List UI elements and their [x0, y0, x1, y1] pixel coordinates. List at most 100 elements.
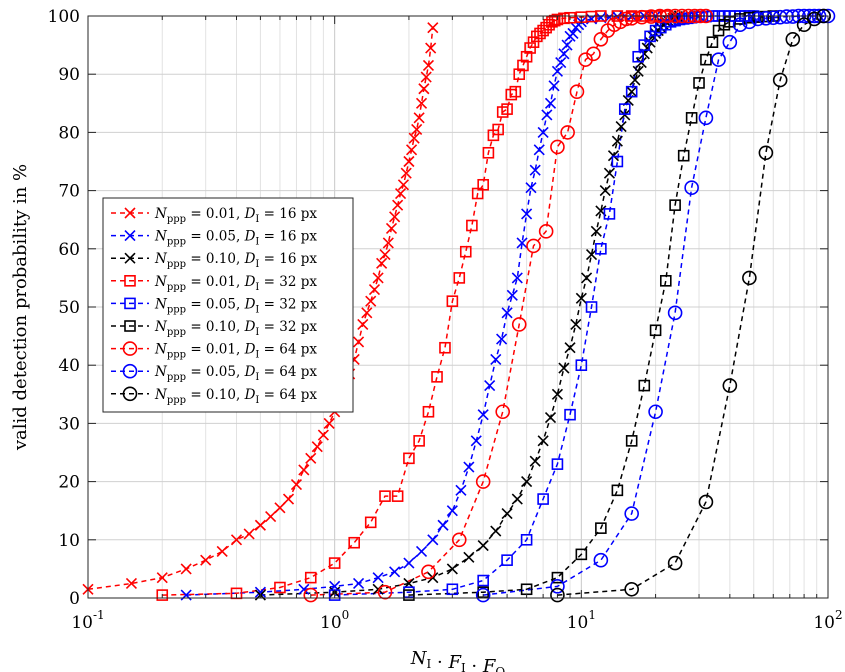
- marker-stroke: [379, 249, 391, 261]
- marker-stroke: [365, 295, 377, 307]
- data-point: [243, 528, 255, 540]
- marker-stroke: [427, 534, 439, 546]
- data-point: [382, 237, 394, 249]
- marker-stroke: [124, 207, 136, 219]
- marker-stroke: [357, 318, 369, 331]
- data-point: [420, 71, 432, 83]
- marker-stroke: [463, 461, 475, 473]
- legend-marker: [124, 320, 136, 332]
- data-point: [496, 333, 508, 345]
- y-tick-label: 20: [58, 473, 80, 493]
- data-point: [624, 581, 639, 597]
- marker-stroke: [446, 505, 458, 517]
- data-point: [403, 557, 415, 569]
- data-point: [550, 139, 565, 155]
- data-point: [413, 112, 425, 124]
- data-point: [156, 572, 168, 584]
- data-point: [511, 272, 523, 284]
- data-point: [551, 388, 563, 400]
- marker-stroke: [635, 56, 647, 69]
- data-point: [311, 441, 323, 453]
- marker-stroke: [599, 185, 611, 197]
- marker-stroke: [470, 435, 482, 447]
- marker-stroke: [298, 583, 310, 595]
- marker-stroke: [372, 272, 384, 284]
- data-point: [750, 11, 766, 27]
- marker-stroke: [420, 71, 432, 83]
- legend-entry: Nppp = 0.01, DI = 32 px: [154, 274, 317, 293]
- data-point: [372, 572, 384, 584]
- data-point: [526, 238, 541, 254]
- data-point: [422, 405, 435, 418]
- x-tick-label: 10-1: [71, 608, 104, 633]
- data-point: [389, 566, 401, 578]
- data-point: [521, 476, 533, 488]
- marker-stroke: [382, 237, 394, 249]
- data-point: [395, 187, 407, 200]
- data-point: [593, 552, 609, 568]
- marker-stroke: [254, 519, 266, 531]
- data-point: [607, 150, 620, 162]
- x-tick-labels: 10-1 100 101 102: [71, 608, 842, 633]
- marker-stroke: [311, 441, 323, 453]
- legend-entry: Nppp = 0.10, DI = 16 px: [154, 251, 317, 270]
- marker-stroke: [156, 572, 168, 584]
- marker-stroke: [230, 534, 243, 546]
- data-point: [415, 97, 428, 109]
- data-point: [427, 22, 439, 34]
- data-point: [413, 435, 425, 447]
- marker-stroke: [361, 307, 373, 319]
- data-point: [463, 461, 475, 473]
- data-point: [533, 144, 545, 156]
- data-point: [544, 412, 557, 424]
- data-point: [427, 534, 439, 546]
- series-line: [162, 15, 666, 596]
- data-point: [517, 59, 529, 72]
- marker-stroke: [558, 48, 570, 60]
- data-point: [492, 123, 504, 136]
- data-point: [551, 13, 564, 26]
- marker-stroke: [477, 540, 489, 552]
- marker-stroke: [397, 179, 409, 191]
- x-tick-label: 100: [320, 608, 349, 633]
- data-point: [629, 74, 641, 86]
- data-point: [541, 109, 553, 121]
- marker-stroke: [490, 525, 502, 537]
- data-point: [538, 224, 554, 239]
- data-point: [529, 164, 541, 176]
- marker-stroke: [418, 83, 430, 95]
- marker-stroke: [411, 123, 423, 136]
- marker-stroke: [254, 586, 266, 598]
- data-point: [575, 292, 587, 304]
- data-point: [303, 587, 319, 603]
- marker-stroke: [555, 56, 567, 69]
- marker-stroke: [290, 478, 303, 491]
- data-point: [648, 404, 663, 420]
- data-point: [698, 494, 714, 510]
- data-point: [377, 584, 393, 600]
- data-point: [511, 493, 523, 505]
- data-point: [216, 545, 228, 558]
- data-point: [501, 103, 513, 115]
- data-point: [603, 208, 616, 220]
- marker-stroke: [558, 362, 570, 374]
- marker-stroke: [323, 417, 335, 429]
- data-point: [421, 564, 436, 580]
- data-point: [422, 59, 435, 72]
- marker-stroke: [544, 97, 557, 109]
- data-point: [685, 112, 698, 124]
- data-point: [706, 36, 719, 48]
- y-axis-label: valid detection probability in %: [10, 164, 31, 451]
- data-point: [397, 179, 409, 191]
- legend-marker: [124, 252, 136, 264]
- data-point: [361, 307, 373, 319]
- data-point: [537, 435, 549, 447]
- data-point: [537, 493, 549, 505]
- data-point: [368, 283, 381, 296]
- data-point: [625, 85, 638, 98]
- data-point: [643, 9, 659, 24]
- data-point: [567, 27, 579, 40]
- marker-stroke: [413, 112, 425, 124]
- y-tick-label: 100: [48, 7, 80, 27]
